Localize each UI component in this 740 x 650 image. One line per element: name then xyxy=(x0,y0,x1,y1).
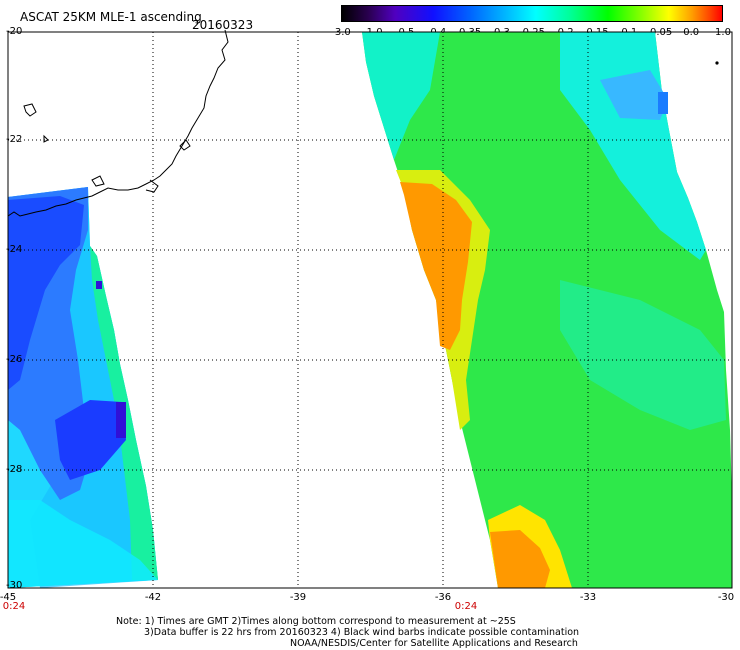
west-swath xyxy=(8,187,158,588)
coastline-brazil xyxy=(7,29,229,217)
colorbar xyxy=(341,5,723,23)
lon-label: -45 xyxy=(0,592,17,603)
east-swath-blue-patch xyxy=(600,70,668,120)
lon-label: -33 xyxy=(579,592,597,603)
lon-label: -30 xyxy=(717,592,735,603)
east-swath-blue-edge xyxy=(658,92,668,114)
coastline-small xyxy=(43,134,49,143)
lon-label: -36 xyxy=(434,592,452,603)
lat-label: -24 xyxy=(6,244,23,255)
west-swath-deep xyxy=(8,196,84,390)
lon-label: -39 xyxy=(289,592,307,603)
east-swath-orange xyxy=(400,182,472,350)
map-title: ASCAT 25KM MLE-1 ascending xyxy=(20,10,202,24)
time-label: 0:24 xyxy=(2,601,26,612)
east-swath-cyan-mid xyxy=(560,280,726,430)
east-swath-cyan-left xyxy=(362,32,440,160)
west-swath-cyan-bottom xyxy=(8,500,158,588)
lat-label: -30 xyxy=(6,580,23,591)
west-swath-deep-2 xyxy=(55,400,126,480)
lat-label: -26 xyxy=(6,354,23,365)
west-swath-purple xyxy=(116,402,126,438)
coastline-inlet xyxy=(179,139,191,151)
east-swath-bottom-orange xyxy=(490,530,550,588)
coastline xyxy=(7,29,229,217)
note-line-1: Note: 1) Times are GMT 2)Times along bot… xyxy=(116,616,516,627)
island-dot xyxy=(715,61,719,65)
map-date: 20160323 xyxy=(192,18,254,32)
east-swath xyxy=(362,32,732,588)
map-frame xyxy=(7,31,733,589)
east-swath-cyan-top xyxy=(560,32,706,260)
coastline-lake xyxy=(23,103,37,117)
lat-label: -20 xyxy=(6,26,23,37)
note-line-2: 3)Data buffer is 22 hrs from 20160323 4)… xyxy=(144,627,580,638)
east-swath-base xyxy=(362,32,732,588)
lat-label: -22 xyxy=(6,134,23,145)
lat-label: -28 xyxy=(6,464,23,475)
colorbar-gradient xyxy=(341,5,723,22)
lon-label: -42 xyxy=(144,592,162,603)
note-line-3: NOAA/NESDIS/Center for Satellite Applica… xyxy=(290,638,578,649)
west-swath-purple-2 xyxy=(96,281,102,289)
time-label: 0:24 xyxy=(454,601,478,612)
coastline-bay xyxy=(145,179,159,193)
coastline-lagoon xyxy=(91,175,105,187)
